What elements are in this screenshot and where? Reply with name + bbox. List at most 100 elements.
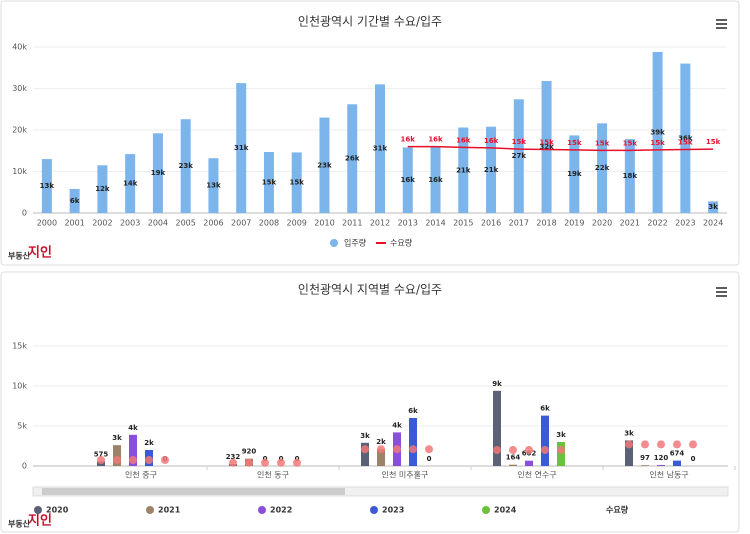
data-label: 27k — [512, 152, 527, 160]
line — [407, 145, 714, 152]
x-tick-label: 2009 — [287, 219, 307, 228]
scrollbar[interactable] — [32, 486, 729, 497]
bar — [430, 147, 441, 213]
legend-label: 2024 — [494, 506, 517, 515]
bar — [625, 440, 633, 466]
bar — [152, 133, 163, 213]
menu-icon[interactable] — [716, 287, 727, 297]
data-label: 4k — [128, 424, 138, 432]
demand-point — [377, 445, 385, 454]
bar — [652, 51, 663, 214]
data-label: 575 — [94, 450, 109, 458]
demand-point — [425, 445, 433, 454]
x-tick-label: 2024 — [703, 219, 723, 228]
x-tick-label: 2017 — [509, 219, 529, 228]
data-label: 164 — [506, 454, 521, 462]
legend-marker — [482, 506, 490, 514]
demand-point — [689, 440, 697, 449]
data-label: 15k — [650, 139, 665, 147]
menu-icon[interactable] — [716, 19, 727, 29]
demand-point — [509, 446, 517, 454]
data-label: 16k — [456, 136, 471, 144]
data-label: 31k — [373, 145, 388, 153]
data-label: 15k — [706, 138, 721, 146]
demand-point — [525, 446, 533, 454]
bar — [41, 159, 52, 213]
data-label: 23k — [178, 162, 193, 170]
data-label: 232 — [226, 453, 241, 461]
data-label: 0 — [427, 455, 432, 463]
bar — [513, 99, 524, 213]
bar — [263, 151, 274, 213]
bar — [377, 449, 385, 466]
data-label: 920 — [242, 448, 257, 456]
legend-marker — [330, 239, 338, 247]
legend-marker — [34, 506, 42, 514]
data-label: 3k — [556, 431, 566, 439]
bar — [657, 465, 665, 466]
x-tick-label: 인천 남동구 — [649, 470, 688, 480]
demand-point — [229, 458, 237, 467]
x-tick-label: 2014 — [425, 219, 445, 228]
x-tick-label: 2003 — [120, 219, 140, 228]
bar — [402, 147, 413, 213]
bar — [409, 418, 417, 466]
bar — [673, 460, 681, 466]
data-label: 39k — [650, 128, 665, 136]
data-label: 21k — [456, 166, 471, 174]
x-tick-label: 2013 — [398, 219, 418, 228]
scroll-thumb[interactable] — [42, 488, 345, 495]
data-label: 26k — [345, 155, 360, 163]
data-label: 21k — [484, 166, 499, 174]
bar — [347, 104, 358, 213]
data-label: 3k — [624, 429, 634, 437]
data-label: 97 — [640, 454, 650, 462]
data-label: 3k — [360, 432, 370, 440]
data-label: 13k — [206, 182, 221, 190]
data-label: 32k — [539, 143, 554, 151]
demand-point — [97, 456, 105, 464]
brand-logo: 부동산 지인 — [8, 513, 52, 529]
x-tick-label: 2022 — [647, 219, 667, 228]
data-label: 15k — [567, 139, 582, 147]
demand-point — [245, 458, 253, 467]
data-label: 22k — [595, 164, 610, 172]
data-label: 9k — [492, 380, 502, 388]
data-label: 14k — [123, 180, 138, 188]
data-label: 4k — [392, 421, 402, 429]
data-label: 16k — [428, 136, 443, 144]
x-tick-label: 2004 — [148, 219, 168, 228]
y-tick-label: 15k — [12, 342, 27, 351]
bar — [680, 63, 691, 213]
data-label: 6k — [408, 407, 418, 415]
data-label: 18k — [623, 172, 638, 180]
demand-point — [293, 458, 301, 467]
bar — [624, 139, 635, 213]
data-label: 16k — [428, 176, 443, 184]
x-tick-label: 2012 — [370, 219, 390, 228]
data-label: 19k — [151, 169, 166, 177]
x-tick-label: 2007 — [231, 219, 251, 228]
x-tick-label: 2002 — [92, 219, 112, 228]
demand-point — [393, 445, 401, 454]
demand-point — [277, 458, 285, 467]
scroll-track[interactable] — [32, 486, 729, 497]
demand-point — [113, 456, 121, 464]
bar — [708, 201, 719, 213]
y-tick-label: 5k — [17, 422, 27, 431]
brand-prefix: 부동산 — [8, 519, 31, 529]
demand-point — [673, 440, 681, 449]
y-tick-label: 30k — [12, 84, 27, 93]
legend-label: 2022 — [270, 506, 292, 515]
demand-point — [145, 456, 153, 464]
bar — [493, 390, 501, 466]
data-label: 15k — [262, 178, 277, 186]
x-tick-label: 2016 — [481, 219, 501, 228]
data-label: 120 — [654, 454, 669, 462]
bar — [236, 83, 247, 213]
data-label: 12k — [95, 185, 110, 193]
x-tick-label: 2006 — [203, 219, 223, 228]
x-tick-label: 인천 연수구 — [517, 470, 556, 480]
data-label: 15k — [290, 179, 305, 187]
demand-point — [161, 456, 169, 464]
